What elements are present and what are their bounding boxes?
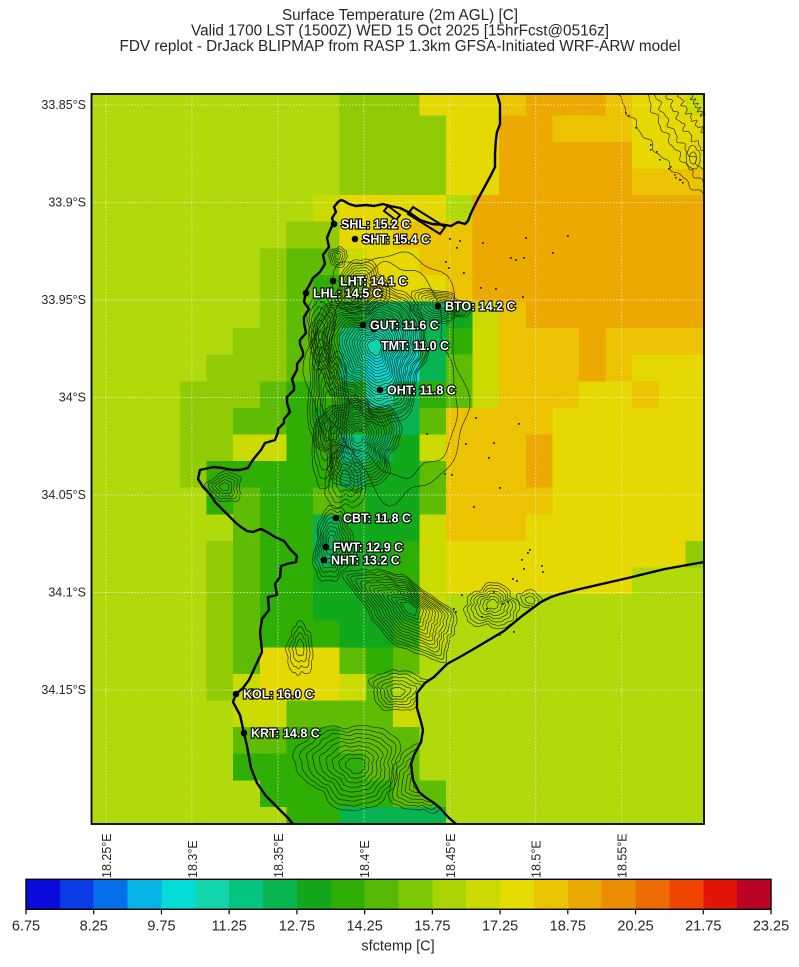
svg-text:15.75: 15.75 [414, 918, 450, 934]
svg-text:18.45°E: 18.45°E [444, 833, 458, 878]
svg-text:11.25: 11.25 [212, 918, 247, 934]
svg-text:12.75: 12.75 [279, 918, 315, 934]
svg-text:34.1°S: 34.1°S [48, 586, 86, 600]
svg-text:sfctemp [C]: sfctemp [C] [361, 938, 434, 954]
svg-text:33.9°S: 33.9°S [48, 196, 86, 210]
svg-text:17.25: 17.25 [482, 918, 518, 934]
svg-text:18.3°E: 18.3°E [186, 840, 200, 878]
svg-text:14.25: 14.25 [346, 918, 382, 934]
svg-text:KOL: 16.0 C: KOL: 16.0 C [243, 688, 314, 702]
svg-text:Valid 1700 LST (1500Z) WED 15: Valid 1700 LST (1500Z) WED 15 Oct 2025 [… [191, 23, 609, 40]
svg-text:TMT: 11.0 C: TMT: 11.0 C [381, 339, 449, 353]
svg-text:18.55°E: 18.55°E [616, 833, 630, 878]
svg-text:LHT: 14.1 C: LHT: 14.1 C [340, 275, 407, 289]
svg-text:SHT: 15.4 C: SHT: 15.4 C [362, 233, 430, 247]
svg-text:18.35°E: 18.35°E [272, 833, 286, 878]
svg-text:34.15°S: 34.15°S [41, 683, 86, 697]
svg-text:KRT: 14.8 C: KRT: 14.8 C [251, 727, 320, 741]
svg-text:33.85°S: 33.85°S [41, 98, 86, 112]
svg-text:34°S: 34°S [59, 391, 86, 405]
svg-text:33.95°S: 33.95°S [41, 293, 86, 307]
svg-text:23.25: 23.25 [753, 918, 789, 934]
svg-text:18.25°E: 18.25°E [100, 833, 114, 878]
svg-text:NHT: 13.2 C: NHT: 13.2 C [331, 554, 400, 568]
svg-text:20.25: 20.25 [617, 918, 653, 934]
svg-text:8.25: 8.25 [80, 918, 108, 934]
svg-text:FDV replot - DrJack BLIPMAP fr: FDV replot - DrJack BLIPMAP from RASP 1.… [119, 38, 680, 55]
svg-text:18.4°E: 18.4°E [358, 840, 372, 878]
svg-text:34.05°S: 34.05°S [41, 488, 86, 502]
svg-text:OHT: 11.8 C: OHT: 11.8 C [387, 384, 456, 398]
svg-text:18.5°E: 18.5°E [530, 840, 544, 878]
svg-text:CBT: 11.8 C: CBT: 11.8 C [343, 512, 411, 526]
svg-text:LHL: 14.5 C: LHL: 14.5 C [313, 287, 382, 301]
svg-text:SHL: 15.2 C: SHL: 15.2 C [341, 218, 410, 232]
svg-text:FWT: 12.9 C: FWT: 12.9 C [333, 541, 403, 555]
svg-text:18.75: 18.75 [550, 918, 586, 934]
svg-text:21.75: 21.75 [685, 918, 721, 934]
svg-text:9.75: 9.75 [147, 918, 175, 934]
svg-text:BTO: 14.2 C: BTO: 14.2 C [445, 300, 516, 314]
svg-text:Surface Temperature (2m AGL) [: Surface Temperature (2m AGL) [C] [282, 7, 518, 24]
svg-text:GUT: 11.6 C: GUT: 11.6 C [370, 319, 439, 333]
svg-text:6.75: 6.75 [12, 918, 40, 934]
